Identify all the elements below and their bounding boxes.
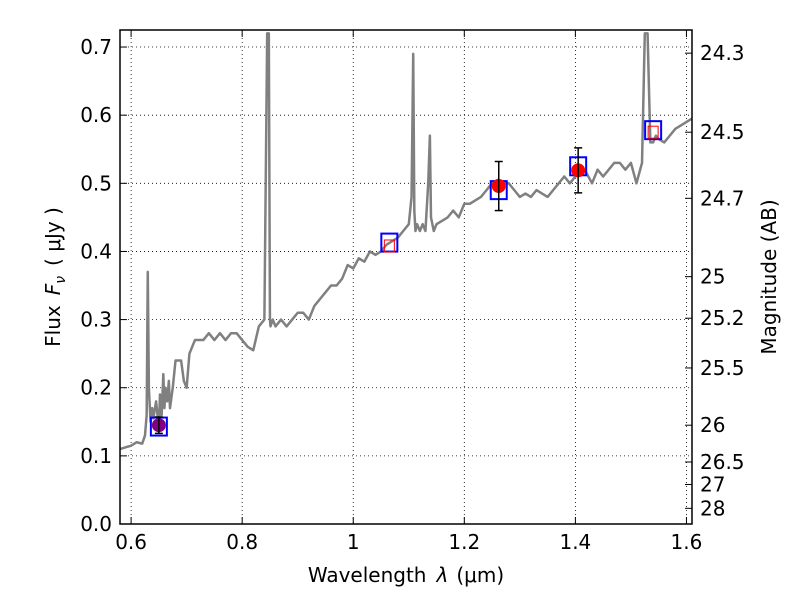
y2-tick-label: 25.2 [700, 306, 745, 330]
y-tick-label: 0.4 [80, 239, 112, 263]
x-axis-label-units: (μm) [456, 563, 504, 587]
y2-tick-label: 28 [700, 496, 725, 520]
x-tick-label: 0.6 [115, 530, 147, 554]
y2-tick-label: 24.3 [700, 41, 745, 65]
x-tick-label: 1.4 [559, 530, 591, 554]
y-tick-label: 0.1 [80, 444, 112, 468]
y-tick-label: 0.7 [80, 35, 112, 59]
y2-tick-label: 24.5 [700, 120, 745, 144]
y-axis-label: Flux Fν ( μJy ) [41, 207, 69, 347]
x-tick-label: 1 [347, 530, 360, 554]
x-axis-label-text: Wavelength [308, 563, 427, 587]
y-axis: 0.0 0.1 0.2 0.3 0.4 0.5 0.6 0.7 [80, 35, 127, 536]
x-tick-label: 1.6 [671, 530, 703, 554]
y-axis-label-subscript: ν [53, 276, 69, 284]
y2-tick-label: 27 [700, 472, 725, 496]
y-tick-label: 0.5 [80, 171, 112, 195]
y-axis-label-units: ( μJy ) [41, 207, 65, 266]
y2-tick-label: 25.5 [700, 356, 745, 380]
model-photometry-point [644, 120, 663, 141]
x-axis: 0.6 0.8 1 1.2 1.4 1.6 [115, 30, 702, 554]
y-axis-label-text: Flux [41, 305, 65, 347]
y-tick-label: 0.3 [80, 308, 112, 332]
y2-tick-label: 26.5 [700, 450, 745, 474]
x-axis-label: Wavelength λ (μm) [308, 563, 504, 587]
y-tick-label: 0.0 [80, 512, 112, 536]
markers-layer [149, 120, 663, 437]
y2-tick-label: 26 [700, 413, 725, 437]
inner-square-point [647, 125, 659, 139]
x-tick-label: 1.2 [448, 530, 480, 554]
x-tick-label: 0.8 [226, 530, 258, 554]
y2-tick-label: 25 [700, 265, 725, 289]
y-tick-label: 0.2 [80, 376, 112, 400]
y2-axis-label: Magnitude (AB) [757, 199, 781, 354]
y-tick-label: 0.6 [80, 103, 112, 127]
inner-square-point [383, 239, 395, 253]
x-axis-label-symbol: λ [436, 563, 449, 587]
y2-tick-label: 24.7 [700, 186, 745, 210]
y-axis-label-symbol: F [41, 283, 65, 295]
plot-area [120, 30, 692, 524]
